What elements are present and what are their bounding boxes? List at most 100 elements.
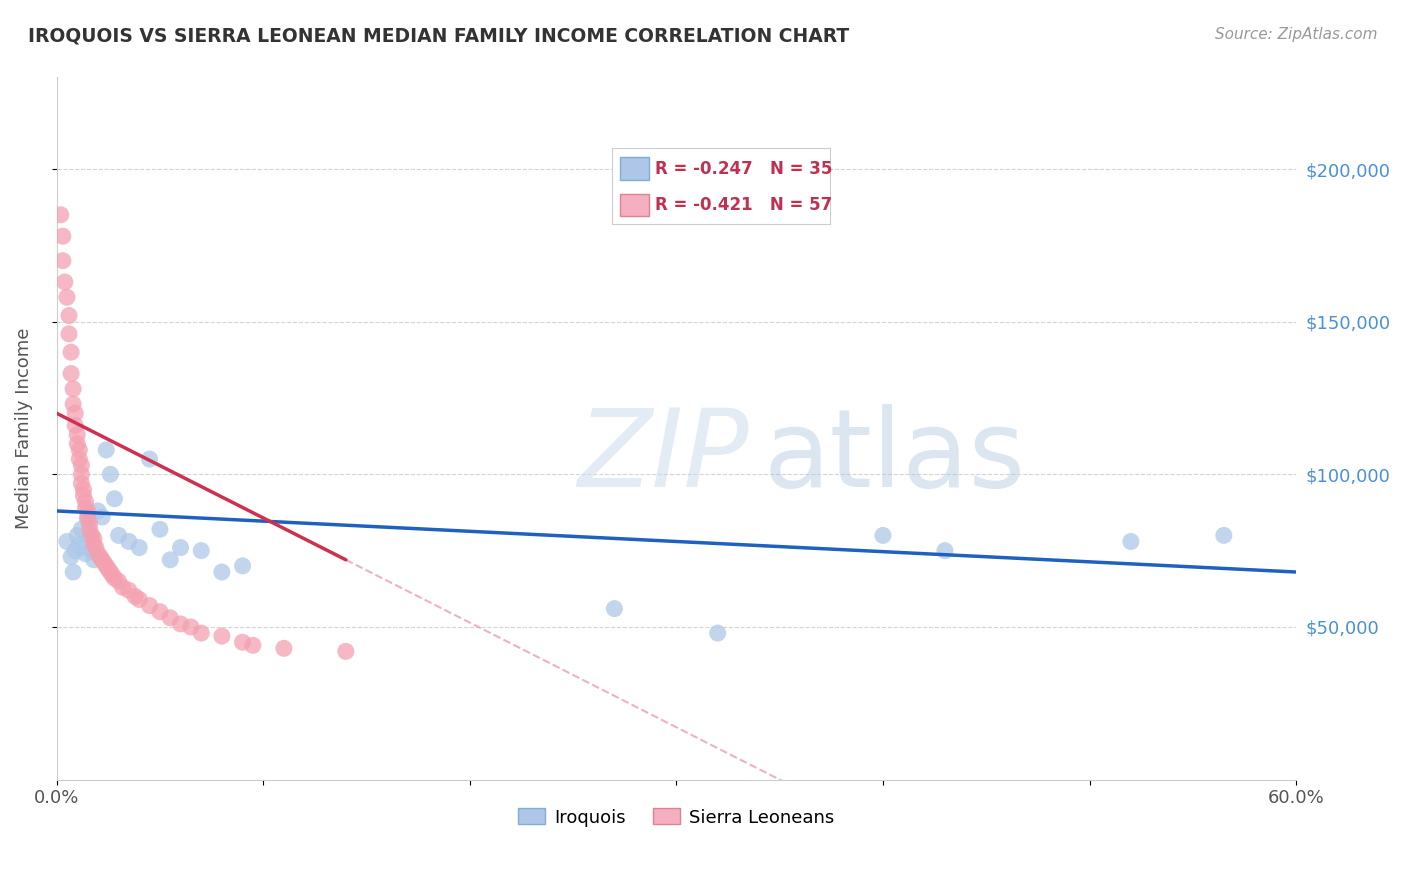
Point <box>98 467 121 482</box>
Point <box>79 528 101 542</box>
Point <box>60 367 83 381</box>
Text: IROQUOIS VS SIERRA LEONEAN MEDIAN FAMILY INCOME CORRELATION CHART: IROQUOIS VS SIERRA LEONEAN MEDIAN FAMILY… <box>28 27 849 45</box>
Point <box>118 534 141 549</box>
Point <box>70 467 93 482</box>
Point <box>242 638 264 652</box>
Point <box>128 541 150 555</box>
Point <box>72 483 94 497</box>
Point <box>66 437 89 451</box>
Point <box>76 504 98 518</box>
Point <box>190 543 212 558</box>
Y-axis label: Median Family Income: Median Family Income <box>15 328 32 529</box>
Point <box>79 522 101 536</box>
Point <box>83 553 105 567</box>
Point <box>58 326 80 341</box>
Point <box>87 504 110 518</box>
Point <box>149 522 172 536</box>
Point <box>124 590 146 604</box>
Point <box>91 553 114 567</box>
Point <box>56 290 79 304</box>
Point <box>180 620 202 634</box>
Point <box>62 397 84 411</box>
Point <box>72 489 94 503</box>
Point <box>76 513 98 527</box>
Point <box>103 491 125 506</box>
Point <box>83 532 105 546</box>
Point <box>232 558 254 573</box>
Point <box>335 644 357 658</box>
Text: Source: ZipAtlas.com: Source: ZipAtlas.com <box>1215 27 1378 42</box>
Point <box>159 611 181 625</box>
Point <box>211 565 233 579</box>
Point <box>83 537 105 551</box>
Point <box>138 599 160 613</box>
Point <box>89 549 111 564</box>
Point <box>97 562 120 576</box>
Point <box>96 558 118 573</box>
Point <box>87 547 110 561</box>
Point <box>169 541 191 555</box>
Point <box>67 537 90 551</box>
Point <box>66 427 89 442</box>
Bar <box>620 157 648 180</box>
Point <box>70 522 93 536</box>
Point <box>60 549 83 564</box>
Point <box>52 253 75 268</box>
Point <box>96 442 118 457</box>
Point <box>934 543 956 558</box>
Point <box>118 583 141 598</box>
Point <box>98 565 121 579</box>
Point <box>149 605 172 619</box>
Point <box>70 458 93 472</box>
Point <box>53 275 76 289</box>
Point <box>190 626 212 640</box>
Point <box>63 543 86 558</box>
Text: atlas: atlas <box>763 403 1025 509</box>
Point <box>232 635 254 649</box>
Point <box>49 208 72 222</box>
Point <box>62 565 84 579</box>
Point <box>80 528 103 542</box>
Point <box>70 476 93 491</box>
Point <box>1212 528 1234 542</box>
Point <box>58 309 80 323</box>
Point <box>107 528 129 542</box>
Point <box>103 571 125 585</box>
Point <box>80 543 103 558</box>
Legend: Iroquois, Sierra Leoneans: Iroquois, Sierra Leoneans <box>510 801 842 834</box>
Point <box>603 601 626 615</box>
Point <box>273 641 295 656</box>
Text: R = -0.247   N = 35: R = -0.247 N = 35 <box>655 160 832 178</box>
Point <box>91 510 114 524</box>
Point <box>52 229 75 244</box>
Point <box>67 452 90 467</box>
Point <box>75 547 97 561</box>
Point <box>76 510 98 524</box>
Point <box>66 528 89 542</box>
Text: ZIP: ZIP <box>578 404 749 509</box>
Point <box>111 580 134 594</box>
Point <box>706 626 728 640</box>
Point <box>63 406 86 420</box>
Point <box>60 345 83 359</box>
Point <box>67 442 90 457</box>
Point <box>107 574 129 589</box>
Text: R = -0.421   N = 57: R = -0.421 N = 57 <box>655 196 832 214</box>
Point <box>75 495 97 509</box>
Point <box>79 516 101 531</box>
Point <box>72 541 94 555</box>
Point <box>128 592 150 607</box>
Point <box>138 452 160 467</box>
Bar <box>620 194 648 216</box>
Point <box>101 568 124 582</box>
Point <box>872 528 894 542</box>
Point <box>159 553 181 567</box>
Point <box>75 500 97 515</box>
Point <box>1119 534 1142 549</box>
Point <box>63 418 86 433</box>
Point <box>56 534 79 549</box>
Point <box>62 382 84 396</box>
Point <box>84 541 107 555</box>
Point <box>211 629 233 643</box>
Point <box>169 616 191 631</box>
